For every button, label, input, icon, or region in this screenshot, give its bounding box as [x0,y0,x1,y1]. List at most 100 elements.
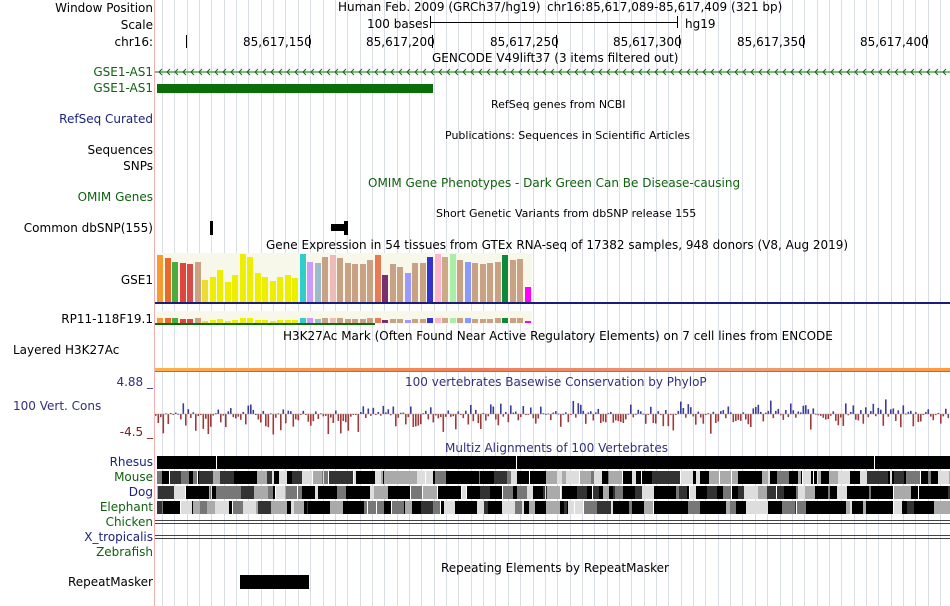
gtex-tissue-bar[interactable] [389,264,396,302]
gtex-tissue-bar[interactable] [292,320,298,323]
gtex-tissue-bar[interactable] [299,254,306,302]
multiz-species-mouse[interactable]: Mouse [114,470,153,484]
gtex-tissue-bar[interactable] [397,267,403,302]
gtex-tissue-bar[interactable] [367,260,373,302]
gtex-tissue-bar[interactable] [404,273,411,302]
phylop-track-label[interactable]: 100 Vert. Cons [13,399,102,413]
h3k27ac-signal[interactable] [155,368,950,371]
gtex-tissue-bar[interactable] [344,319,351,323]
gtex-tissue-bar[interactable] [344,263,351,302]
track-image-area[interactable]: Human Feb. 2009 (GRCh37/hg19) chr16:85,6… [155,0,950,606]
gtex-tissue-bar[interactable] [307,318,313,323]
dbsnp-variant[interactable] [331,224,345,231]
gtex-tissue-bar[interactable] [449,318,456,323]
gtex-tissue-bar[interactable] [284,320,291,323]
gtex-tissue-bar[interactable] [502,318,508,323]
gtex-tissue-bar[interactable] [254,320,261,323]
gtex-tissue-bar[interactable] [494,262,501,302]
gtex-tissue-bar[interactable] [509,318,516,323]
gtex-tissue-bar[interactable] [509,260,516,302]
gtex-tissue-bar[interactable] [367,318,373,323]
gtex-tissue-bar[interactable] [517,259,523,302]
gtex-tissue-bar[interactable] [487,319,493,323]
gtex-tissue-bar[interactable] [479,264,486,302]
gtex-tissue-bar[interactable] [359,319,366,323]
gtex-tissue-bar[interactable] [464,262,471,302]
h3k27ac-track-title[interactable]: H3K27Ac Mark (Often Found Near Active Re… [283,329,833,343]
multiz-species-elephant[interactable]: Elephant [99,500,153,514]
gtex-tissue-bar[interactable] [427,257,433,302]
gtex-tissue-bar[interactable] [479,319,486,323]
gtex-tissue-bar[interactable] [472,319,478,323]
gtex-tissue-bar[interactable] [337,318,343,323]
phylop-wiggle[interactable] [155,388,950,444]
gtex-tissue-bar[interactable] [434,254,441,302]
gtex-tissue-bar[interactable] [262,320,268,323]
gtex-tissue-bar[interactable] [359,264,366,302]
gtex-tissue-bar[interactable] [419,263,426,302]
gtex-gse1-label[interactable]: GSE1 [120,273,153,287]
gtex-tissue-bar[interactable] [224,321,231,323]
gtex-tissue-bar[interactable] [382,275,388,302]
omim-track-title[interactable]: OMIM Gene Phenotypes - Dark Green Can Be… [368,176,741,190]
gtex-tissue-bar[interactable] [322,257,328,302]
gtex-tissue-bar[interactable] [239,318,246,323]
gtex-tissue-bar[interactable] [157,318,163,323]
gtex-tissue-bar[interactable] [307,262,313,302]
gtex-track-title[interactable]: Gene Expression in 54 tissues from GTEx … [266,238,849,252]
gtex-tissue-bar[interactable] [247,257,253,302]
rmsk-track-label[interactable]: RepeatMasker [67,575,153,589]
gtex-tissue-bar[interactable] [194,318,201,323]
gtex-tissue-bar[interactable] [209,320,216,323]
rmsk-repeat-element[interactable] [240,575,309,589]
gtex-tissue-bar[interactable] [164,318,171,323]
dbsnp-track-label[interactable]: Common dbSNP(155) [23,221,153,235]
gtex-tissue-bar[interactable] [224,282,231,302]
gtex-gse1-bars[interactable] [157,253,537,302]
multiz-species-chicken[interactable]: Chicken [105,515,153,529]
gtex-tissue-bar[interactable] [202,280,208,302]
gtex-tissue-bar[interactable] [247,318,253,323]
gtex-tissue-bar[interactable] [277,277,283,302]
gtex-tissue-bar[interactable] [232,275,238,302]
pubs-snps-label[interactable]: SNPs [123,159,153,173]
gencode-item-label-1[interactable]: GSE1-AS1 [93,65,153,79]
rmsk-track-title[interactable]: Repeating Elements by RepeatMasker [441,561,669,575]
gtex-tissue-bar[interactable] [397,319,403,323]
gtex-tissue-bar[interactable] [314,263,321,302]
gtex-tissue-bar[interactable] [374,318,381,323]
gtex-tissue-bar[interactable] [202,321,208,323]
refseq-track-label[interactable]: RefSeq Curated [59,112,153,126]
pubs-track-title[interactable]: Publications: Sequences in Scientific Ar… [445,129,690,142]
h3k27ac-track-label[interactable]: Layered H3K27Ac [13,343,120,357]
gtex-tissue-bar[interactable] [157,255,163,302]
multiz-track-title[interactable]: Multiz Alignments of 100 Vertebrates [445,441,669,455]
gtex-tissue-bar[interactable] [494,318,501,323]
gtex-tissue-bar[interactable] [277,320,283,323]
gtex-tissue-bar[interactable] [352,319,358,323]
gtex-tissue-bar[interactable] [442,257,448,302]
gtex-tissue-bar[interactable] [179,263,186,302]
gtex-tissue-bar[interactable] [472,263,478,302]
dbsnp-variant[interactable] [344,221,348,235]
dbsnp-track-title[interactable]: Short Genetic Variants from dbSNP releas… [436,207,697,220]
gtex-tissue-bar[interactable] [382,320,388,323]
dbsnp-variant[interactable] [210,221,213,235]
gtex-tissue-bar[interactable] [299,318,306,323]
gtex-tissue-bar[interactable] [179,319,186,323]
gtex-tissue-bar[interactable] [322,318,328,323]
gtex-tissue-bar[interactable] [464,318,471,323]
gtex-tissue-bar[interactable] [487,263,493,302]
gtex-tissue-bar[interactable] [217,319,223,323]
gtex-tissue-bar[interactable] [502,255,508,302]
gtex-tissue-bar[interactable] [524,321,531,323]
multiz-alignment-blocks[interactable] [155,455,950,515]
gtex-tissue-bar[interactable] [269,321,276,323]
gtex-tissue-bar[interactable] [412,263,418,302]
gencode-intron-line[interactable] [155,66,950,78]
gtex-tissue-bar[interactable] [209,277,216,302]
gtex-tissue-bar[interactable] [329,255,336,302]
gtex-tissue-bar[interactable] [337,258,343,302]
refseq-track-title[interactable]: RefSeq genes from NCBI [491,98,626,111]
gtex-tissue-bar[interactable] [262,277,268,302]
